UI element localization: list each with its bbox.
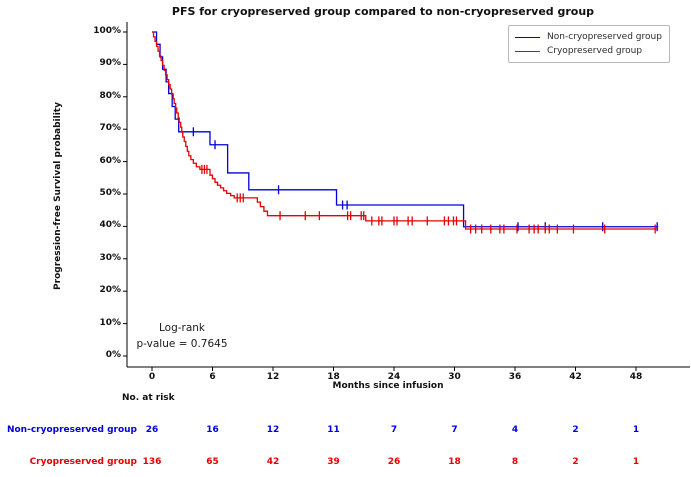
risk-count: 11 (327, 425, 340, 435)
risk-count: 7 (390, 425, 398, 435)
y-axis-label: Progression-free Survival probability (53, 102, 63, 290)
risk-count: 16 (206, 425, 219, 435)
risk-count: 65 (206, 457, 219, 467)
legend-line-swatch-blue (515, 36, 540, 38)
risk-count: 42 (266, 457, 280, 467)
x-tick-label: 30 (448, 372, 461, 382)
y-tick-label: 40% (99, 220, 121, 231)
legend-line-swatch-red (515, 50, 540, 52)
risk-count: 39 (327, 457, 340, 467)
logrank-pvalue: p-value = 0.7645 (136, 338, 228, 350)
chart-title: PFS for cryopreserved group compared to … (171, 5, 595, 18)
y-tick-label: 70% (99, 123, 121, 134)
risk-count: 136 (142, 457, 162, 467)
risk-count: 1 (632, 425, 640, 435)
risk-row-label-cryopreserved: Cryopreserved group (29, 457, 137, 467)
y-tick-label: 100% (93, 26, 121, 36)
risk-count: 2 (572, 425, 579, 435)
y-tick-label: 30% (99, 252, 121, 263)
legend-entry-cryopreserved: Cryopreserved group (515, 44, 662, 58)
km-curve-cryopreserved (152, 31, 659, 230)
risk-count: 1 (632, 457, 640, 467)
risk-count: 12 (266, 425, 280, 435)
risk-table-header: No. at risk (122, 393, 175, 403)
y-tick-label: 10% (99, 317, 121, 328)
legend-box: Non-cryopreserved group Cryopreserved gr… (508, 25, 670, 63)
x-axis-label: Months since infusion (332, 381, 444, 391)
x-tick-label: 6 (209, 372, 216, 382)
y-tick-label: 0% (105, 350, 121, 360)
x-tick-label: 48 (629, 372, 643, 382)
x-tick-label: 0 (148, 372, 156, 382)
risk-count: 7 (451, 425, 458, 435)
risk-count: 8 (511, 457, 519, 467)
legend-label: Cryopreserved group (547, 46, 643, 56)
x-tick-label: 24 (387, 372, 401, 382)
y-tick-label: 90% (99, 58, 121, 69)
y-tick-label: 20% (99, 285, 121, 296)
y-tick-label: 80% (99, 90, 121, 101)
risk-row-label-non-cryopreserved: Non-cryopreserved group (6, 425, 137, 435)
legend-label: Non-cryopreserved group (547, 32, 662, 42)
y-tick-label: 50% (99, 188, 121, 198)
x-tick-label: 42 (569, 372, 582, 382)
risk-count: 26 (387, 457, 401, 467)
y-tick-label: 60% (99, 155, 121, 166)
legend-entry-non-cryopreserved: Non-cryopreserved group (515, 30, 662, 44)
logrank-annotation: Log-rank p-value = 0.7645 (126, 320, 238, 352)
x-tick-label: 18 (327, 372, 340, 382)
risk-count: 2 (572, 457, 579, 467)
x-tick-label: 36 (508, 372, 522, 382)
x-tick-label: 12 (266, 372, 280, 382)
logrank-title: Log-rank (158, 322, 206, 334)
risk-count: 26 (145, 425, 159, 435)
risk-count: 18 (448, 457, 461, 467)
risk-count: 4 (511, 425, 519, 435)
